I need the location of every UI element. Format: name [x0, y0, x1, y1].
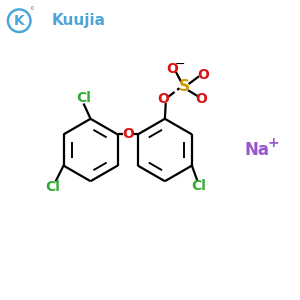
- Text: Cl: Cl: [191, 179, 206, 194]
- Text: K: K: [14, 14, 25, 28]
- Text: −: −: [175, 58, 185, 70]
- Text: O: O: [198, 68, 209, 82]
- Text: O: O: [167, 62, 178, 76]
- Text: +: +: [268, 136, 279, 151]
- Text: °: °: [29, 6, 34, 16]
- Text: Cl: Cl: [45, 180, 60, 194]
- Text: S: S: [179, 79, 190, 94]
- Text: Na: Na: [244, 141, 269, 159]
- Text: Cl: Cl: [76, 91, 92, 105]
- Text: O: O: [158, 92, 169, 106]
- Text: Kuujia: Kuujia: [52, 13, 106, 28]
- Text: O: O: [122, 128, 134, 141]
- Text: O: O: [196, 92, 207, 106]
